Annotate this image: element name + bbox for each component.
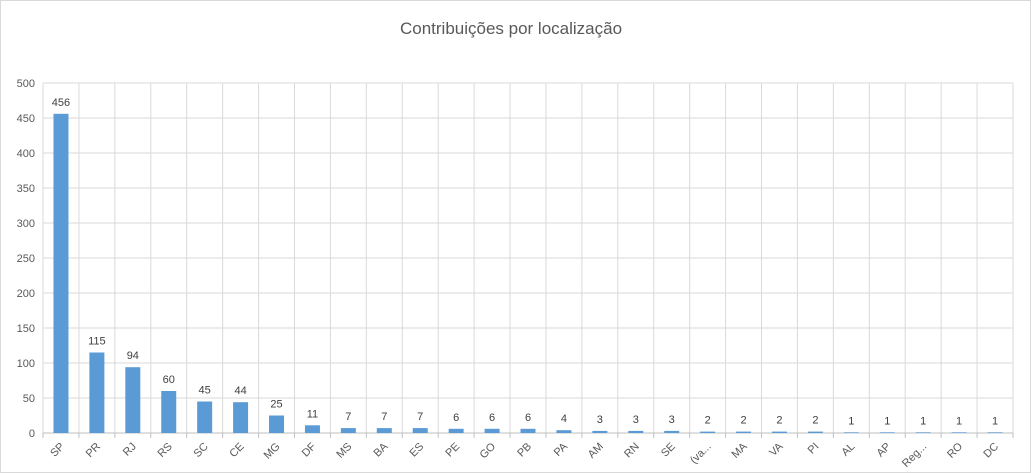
y-tick-label: 50 <box>23 393 35 405</box>
bar-CE <box>233 402 249 433</box>
x-tick-label: MS <box>334 441 354 461</box>
bar-MS <box>340 428 356 433</box>
data-label: 7 <box>345 411 351 423</box>
data-label: 60 <box>163 374 175 386</box>
x-tick-label: RS <box>156 441 175 460</box>
data-label: 44 <box>234 385 246 397</box>
data-label: 11 <box>307 408 318 420</box>
data-label: 1 <box>920 415 926 427</box>
bar-SE <box>664 430 680 433</box>
x-tick-label: Reg... <box>900 441 929 470</box>
bar-VA <box>771 431 787 433</box>
bar-Reg... <box>915 432 931 433</box>
bar-AL <box>843 432 859 433</box>
y-tick-label: 250 <box>17 253 35 265</box>
data-label: 456 <box>52 97 70 109</box>
chart-title: Contribuições por localização <box>400 19 622 38</box>
x-tick-label: MG <box>262 441 283 462</box>
gridlines <box>42 82 1014 438</box>
bar-BA <box>376 428 392 433</box>
x-tick-label: DC <box>981 441 1001 461</box>
x-tick-label: DF <box>300 440 319 459</box>
data-label: 4 <box>561 413 567 425</box>
x-tick-label: BA <box>372 440 391 459</box>
x-tick-label: SC <box>191 441 210 460</box>
bar-GO <box>484 428 500 433</box>
x-tick-label: PE <box>443 441 462 460</box>
bar-SC <box>197 401 213 433</box>
data-label: 3 <box>597 414 603 426</box>
x-tick-label: VA <box>767 440 786 459</box>
y-tick-label: 300 <box>17 218 35 230</box>
x-tick-label: ES <box>407 441 426 460</box>
data-label: 6 <box>525 412 531 424</box>
bar-PR <box>89 352 105 433</box>
data-label: 7 <box>417 411 423 423</box>
bars <box>53 113 1003 434</box>
data-label: 94 <box>127 350 139 362</box>
data-label: 3 <box>633 414 639 426</box>
bar-RO <box>951 432 967 433</box>
data-label: 1 <box>956 415 962 427</box>
data-label: 7 <box>381 411 387 423</box>
data-label: 2 <box>812 415 818 427</box>
bar-PI <box>807 431 823 433</box>
y-tick-label: 0 <box>29 428 35 440</box>
y-tick-label: 400 <box>17 148 35 160</box>
x-tick-label: PR <box>84 441 103 460</box>
y-tick-label: 100 <box>17 358 35 370</box>
data-label: 6 <box>453 412 459 424</box>
x-tick-label: GO <box>478 440 499 461</box>
bar-PE <box>448 428 464 433</box>
data-label: 45 <box>199 385 211 397</box>
x-tick-label: MA <box>730 440 751 461</box>
bar-RN <box>628 430 644 433</box>
bar-DC <box>987 432 1003 433</box>
bar-RJ <box>125 367 141 433</box>
bar-DF <box>304 425 320 433</box>
x-tick-label: AL <box>839 441 857 459</box>
x-tick-label: CE <box>227 441 246 460</box>
data-label: 1 <box>992 415 998 427</box>
bar-AM <box>592 430 608 433</box>
bar-PB <box>520 428 536 433</box>
x-tick-label: AP <box>875 441 894 460</box>
x-tick-label: RJ <box>121 441 139 459</box>
bar-(va... <box>700 431 716 433</box>
data-label: 2 <box>740 415 746 427</box>
bar-AP <box>879 432 895 433</box>
y-tick-label: 200 <box>17 288 35 300</box>
y-tick-label: 500 <box>17 78 35 90</box>
bar-PA <box>556 430 572 433</box>
bar-MG <box>269 415 285 433</box>
x-tick-label: RO <box>945 440 965 460</box>
y-tick-label: 450 <box>17 113 35 125</box>
data-label: 3 <box>669 414 675 426</box>
data-label: 6 <box>489 412 495 424</box>
data-label: 2 <box>705 415 711 427</box>
data-label: 1 <box>884 415 890 427</box>
x-tick-label: PA <box>552 440 571 459</box>
x-tick-label: PI <box>806 441 822 457</box>
x-tick-label: AM <box>586 441 606 461</box>
x-tick-label: PB <box>515 441 534 460</box>
bar-SP <box>53 113 69 434</box>
y-tick-label: 150 <box>17 323 35 335</box>
data-label: 2 <box>776 415 782 427</box>
bar-RS <box>161 391 177 433</box>
x-tick-label: RN <box>622 441 642 461</box>
x-tick-label: (va... <box>688 441 714 467</box>
bar-MA <box>736 431 752 433</box>
data-label: 1 <box>848 415 854 427</box>
data-label: 25 <box>270 399 282 411</box>
y-tick-label: 350 <box>17 183 35 195</box>
x-tick-label: SE <box>659 441 678 460</box>
data-label: 115 <box>88 336 106 348</box>
bar-ES <box>412 428 428 433</box>
x-tick-label: SP <box>48 441 67 460</box>
